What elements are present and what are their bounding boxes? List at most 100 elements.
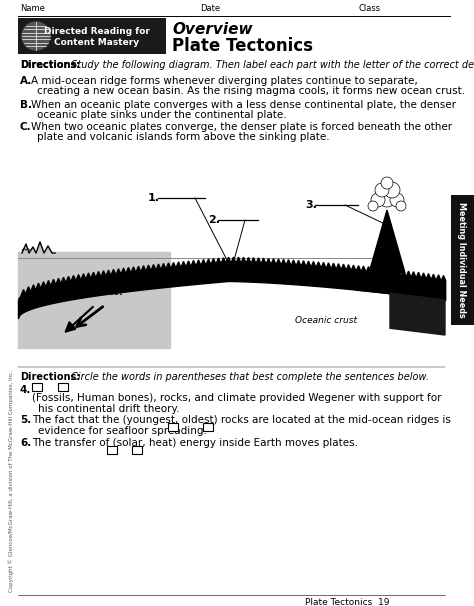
Text: 3.: 3. <box>305 200 317 210</box>
Polygon shape <box>421 273 426 279</box>
Polygon shape <box>351 265 356 271</box>
Text: 5.: 5. <box>20 415 31 425</box>
Text: Name: Name <box>20 4 45 13</box>
Polygon shape <box>161 264 166 270</box>
Polygon shape <box>266 258 271 264</box>
Text: 1.: 1. <box>148 193 160 203</box>
Bar <box>451 195 474 325</box>
Circle shape <box>390 193 404 207</box>
Polygon shape <box>256 258 261 264</box>
Bar <box>58 383 68 391</box>
Text: Directions:: Directions: <box>20 372 80 382</box>
Polygon shape <box>216 258 221 264</box>
Polygon shape <box>341 264 346 270</box>
Circle shape <box>384 182 400 198</box>
Text: evidence for seafloor spreading.: evidence for seafloor spreading. <box>38 426 207 436</box>
Polygon shape <box>231 257 236 263</box>
Polygon shape <box>356 265 361 271</box>
Polygon shape <box>56 278 61 284</box>
Polygon shape <box>86 273 91 279</box>
Circle shape <box>368 201 378 211</box>
Polygon shape <box>276 259 281 265</box>
Text: When an oceanic plate converges with a less dense continental plate, the denser: When an oceanic plate converges with a l… <box>31 100 456 110</box>
Polygon shape <box>331 263 336 269</box>
Bar <box>168 423 178 431</box>
Polygon shape <box>226 257 231 263</box>
Text: creating a new ocean basin. As the rising magma cools, it forms new ocean crust.: creating a new ocean basin. As the risin… <box>37 86 465 96</box>
Polygon shape <box>441 276 446 281</box>
Polygon shape <box>386 269 391 275</box>
Text: Content Mastery: Content Mastery <box>55 38 139 47</box>
Text: The transfer of (solar, heat) energy inside Earth moves plates.: The transfer of (solar, heat) energy ins… <box>32 438 358 448</box>
Text: C.: C. <box>20 122 32 132</box>
Polygon shape <box>18 284 175 348</box>
Polygon shape <box>36 283 41 289</box>
Text: (Fossils, Human bones), rocks, and climate provided Wegener with support for: (Fossils, Human bones), rocks, and clima… <box>32 393 441 403</box>
Polygon shape <box>111 270 116 275</box>
Polygon shape <box>436 275 441 281</box>
Polygon shape <box>46 281 51 287</box>
Polygon shape <box>316 262 321 268</box>
Polygon shape <box>326 263 331 269</box>
Polygon shape <box>406 271 411 277</box>
Text: Circle the words in parentheses that best complete the sentences below.: Circle the words in parentheses that bes… <box>68 372 429 382</box>
Polygon shape <box>336 264 341 270</box>
Polygon shape <box>271 259 276 265</box>
Polygon shape <box>390 293 445 335</box>
Text: Directions:: Directions: <box>20 60 80 70</box>
Bar <box>203 423 213 431</box>
Text: Directed Reading for: Directed Reading for <box>44 27 150 36</box>
Polygon shape <box>121 268 126 274</box>
Polygon shape <box>71 275 76 281</box>
Polygon shape <box>246 258 251 264</box>
Polygon shape <box>396 270 401 276</box>
Polygon shape <box>291 260 296 266</box>
Text: plate and volcanic islands form above the sinking plate.: plate and volcanic islands form above th… <box>37 132 329 142</box>
Polygon shape <box>221 258 226 264</box>
Polygon shape <box>151 265 156 270</box>
Polygon shape <box>31 285 36 291</box>
Polygon shape <box>261 258 266 264</box>
Text: oceanic plate sinks under the continental plate.: oceanic plate sinks under the continenta… <box>37 110 287 120</box>
Polygon shape <box>206 259 211 265</box>
Polygon shape <box>411 271 416 278</box>
Polygon shape <box>301 261 306 267</box>
Polygon shape <box>431 274 436 280</box>
Polygon shape <box>196 260 201 266</box>
Circle shape <box>396 201 406 211</box>
Polygon shape <box>391 270 396 275</box>
Text: Class: Class <box>359 4 381 13</box>
Polygon shape <box>22 242 55 253</box>
Text: 4.: 4. <box>20 385 31 395</box>
Text: 6.: 6. <box>20 438 31 448</box>
Polygon shape <box>106 270 111 276</box>
Polygon shape <box>281 259 286 265</box>
Text: When two oceanic plates converge, the denser plate is forced beneath the other: When two oceanic plates converge, the de… <box>31 122 452 132</box>
Text: A mid-ocean ridge forms whenever diverging plates continue to separate,: A mid-ocean ridge forms whenever divergi… <box>31 76 418 86</box>
Text: Directions:: Directions: <box>20 60 80 70</box>
Polygon shape <box>201 259 206 265</box>
Polygon shape <box>81 274 86 280</box>
Polygon shape <box>146 265 151 271</box>
Polygon shape <box>61 278 66 283</box>
Polygon shape <box>236 257 241 263</box>
Text: his continental drift theory.: his continental drift theory. <box>38 404 180 414</box>
Polygon shape <box>191 261 196 267</box>
Polygon shape <box>366 267 371 273</box>
Text: Continental crust: Continental crust <box>45 288 123 297</box>
Polygon shape <box>26 287 31 293</box>
Circle shape <box>371 193 385 207</box>
Bar <box>132 446 142 454</box>
Text: Oceanic crust: Oceanic crust <box>295 316 357 325</box>
Polygon shape <box>426 273 431 279</box>
Polygon shape <box>296 261 301 266</box>
Text: Overview: Overview <box>172 22 253 37</box>
Text: Date: Date <box>200 4 220 13</box>
Polygon shape <box>376 268 381 274</box>
Polygon shape <box>96 271 101 278</box>
Polygon shape <box>251 258 256 264</box>
Circle shape <box>378 189 396 207</box>
Bar <box>18 18 166 54</box>
Bar <box>32 383 42 391</box>
Polygon shape <box>401 270 406 276</box>
